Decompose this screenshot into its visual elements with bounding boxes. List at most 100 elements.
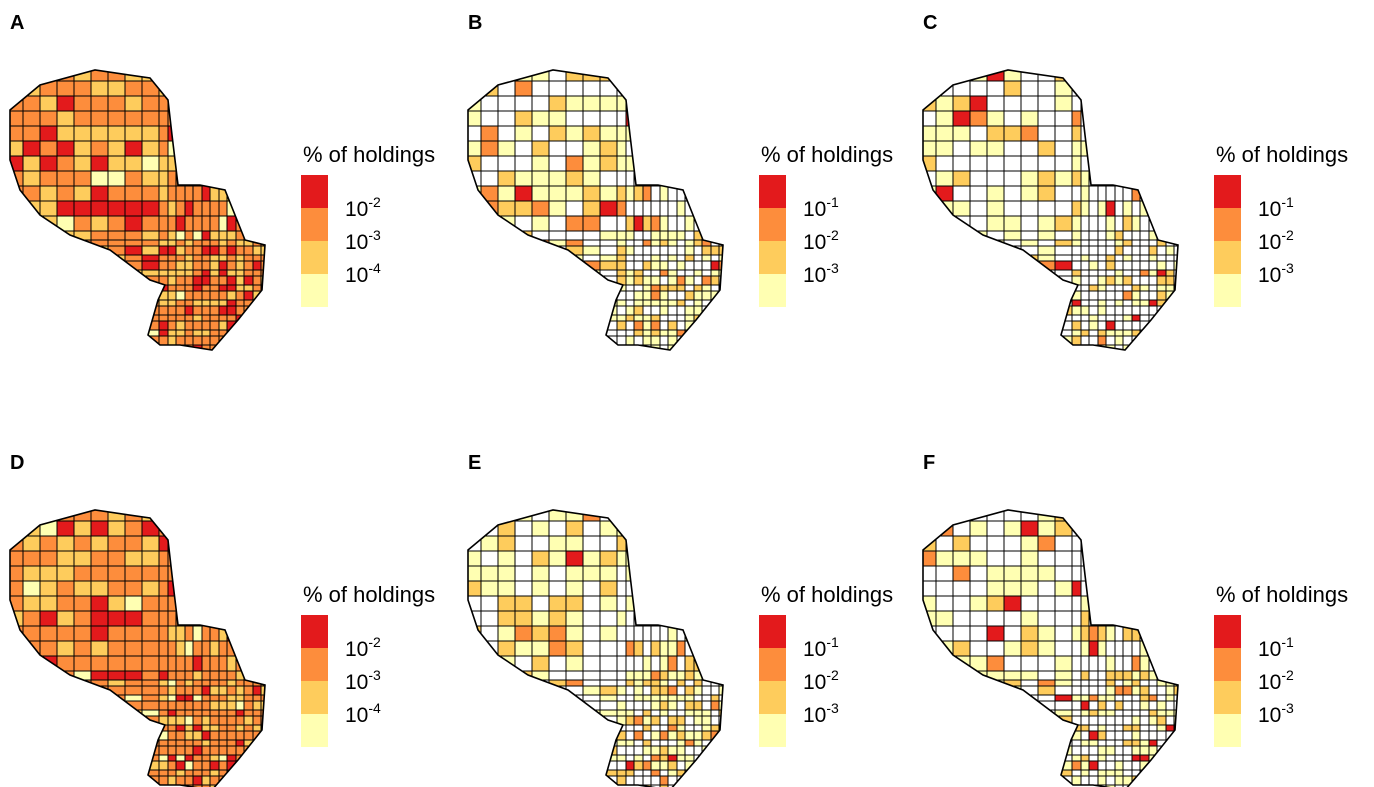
- region: [270, 141, 279, 156]
- region: [659, 510, 670, 522]
- map: [10, 70, 279, 369]
- region: [1148, 125, 1159, 142]
- region: [701, 510, 712, 522]
- region: [728, 66, 737, 81]
- region: [599, 520, 618, 537]
- region: [650, 290, 661, 301]
- region: [1173, 344, 1178, 350]
- region: [514, 769, 533, 780]
- region: [676, 565, 687, 582]
- region: [252, 215, 263, 232]
- region: [124, 535, 143, 552]
- region: [497, 215, 516, 232]
- region: [718, 745, 723, 756]
- region: [56, 520, 75, 537]
- region: [684, 70, 695, 82]
- region: [1054, 730, 1073, 741]
- region: [548, 610, 567, 627]
- region: [701, 565, 712, 582]
- region: [531, 565, 550, 582]
- region: [175, 260, 186, 271]
- region: [168, 360, 177, 369]
- region: [616, 775, 627, 786]
- region: [952, 185, 971, 202]
- region: [935, 320, 954, 331]
- region: [1156, 185, 1167, 202]
- region: [1106, 360, 1115, 369]
- region: [235, 520, 246, 537]
- region: [1003, 245, 1022, 256]
- region: [107, 170, 126, 187]
- region: [73, 694, 92, 705]
- region: [209, 95, 220, 112]
- region: [514, 520, 533, 537]
- region: [693, 610, 704, 627]
- region: [650, 275, 661, 286]
- region: [718, 329, 723, 340]
- region: [497, 185, 516, 202]
- legend-label-exponent: -1: [826, 634, 839, 650]
- region: [548, 510, 567, 522]
- region: [1166, 360, 1175, 369]
- region: [953, 351, 970, 360]
- region: [1071, 200, 1082, 217]
- region: [141, 110, 160, 127]
- region: [650, 595, 661, 612]
- region: [566, 351, 583, 360]
- region: [141, 535, 160, 552]
- region: [1020, 655, 1039, 672]
- region: [935, 260, 954, 271]
- region: [923, 275, 937, 286]
- region: [498, 360, 515, 369]
- region: [1054, 685, 1073, 696]
- region: [986, 230, 1005, 241]
- region: [548, 694, 567, 705]
- region: [252, 535, 263, 552]
- region: [1165, 305, 1176, 316]
- region: [718, 670, 723, 681]
- region: [226, 70, 237, 82]
- region: [22, 260, 41, 271]
- region: [616, 625, 627, 642]
- region: [684, 125, 695, 142]
- region: [599, 610, 618, 627]
- region: [616, 305, 627, 316]
- region: [667, 715, 678, 726]
- region: [480, 535, 499, 552]
- region: [548, 700, 567, 711]
- region: [565, 520, 584, 537]
- region: [1140, 351, 1149, 360]
- region: [986, 670, 1005, 681]
- region: [616, 335, 627, 346]
- region: [952, 155, 971, 172]
- region: [923, 305, 937, 316]
- region: [1055, 351, 1072, 360]
- region: [1183, 321, 1192, 330]
- region: [514, 200, 533, 217]
- region: [107, 730, 126, 741]
- region: [710, 625, 721, 642]
- legend-label-base: 10: [803, 231, 826, 254]
- region: [969, 739, 988, 750]
- region: [1165, 215, 1176, 232]
- region: [952, 610, 971, 627]
- region: [91, 360, 108, 369]
- region: [480, 125, 499, 142]
- region: [531, 715, 550, 726]
- region: [1173, 694, 1178, 705]
- region: [650, 155, 661, 172]
- region: [701, 685, 712, 696]
- region: [218, 520, 229, 537]
- region: [39, 510, 58, 522]
- region: [39, 730, 58, 741]
- legend-label-exponent: -1: [826, 194, 839, 210]
- region: [1183, 731, 1192, 740]
- region: [10, 215, 24, 232]
- region: [158, 760, 169, 771]
- region: [270, 725, 279, 734]
- region: [935, 314, 954, 325]
- region: [651, 360, 660, 369]
- region: [175, 245, 186, 256]
- region: [1037, 775, 1056, 786]
